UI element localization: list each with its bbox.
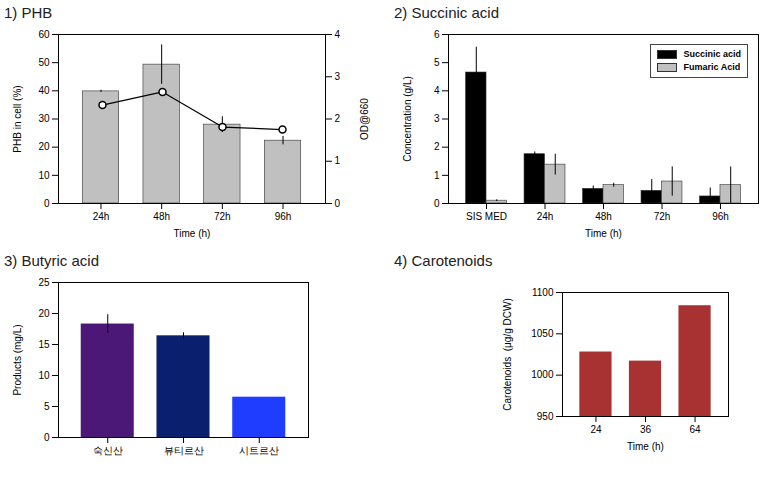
svg-text:SIS MED: SIS MED xyxy=(466,211,507,222)
svg-text:24: 24 xyxy=(590,424,602,435)
svg-text:950: 950 xyxy=(537,411,554,422)
svg-text:60: 60 xyxy=(38,29,50,40)
svg-text:0: 0 xyxy=(44,432,50,443)
svg-text:20: 20 xyxy=(38,141,50,152)
html-text:2) Succinic acid: 2) Succinic acid xyxy=(394,4,499,21)
svg-text:30: 30 xyxy=(38,113,50,124)
svg-text:5: 5 xyxy=(44,401,50,412)
svg-text:96h: 96h xyxy=(712,211,729,222)
svg-text:Time (h): Time (h) xyxy=(174,228,211,239)
html-text:Fumaric Acid: Fumaric Acid xyxy=(683,62,741,72)
svg-text:시트르산: 시트르산 xyxy=(239,445,279,456)
svg-text:1: 1 xyxy=(434,170,440,181)
svg-text:24h: 24h xyxy=(93,211,110,222)
svg-text:36: 36 xyxy=(640,424,652,435)
svg-text:Time (h): Time (h) xyxy=(627,441,664,452)
svg-text:5: 5 xyxy=(434,57,440,68)
svg-text:Time (h): Time (h) xyxy=(585,228,622,239)
svg-text:48h: 48h xyxy=(595,211,612,222)
svg-text:1100: 1100 xyxy=(532,287,554,298)
svg-text:뷰티르산: 뷰티르산 xyxy=(164,445,204,456)
svg-text:64: 64 xyxy=(689,424,701,435)
svg-text:0: 0 xyxy=(44,198,50,209)
svg-text:72h: 72h xyxy=(214,211,231,222)
svg-text:2: 2 xyxy=(434,141,440,152)
svg-text:10: 10 xyxy=(38,370,50,381)
svg-text:OD@660: OD@660 xyxy=(359,98,370,140)
svg-text:48h: 48h xyxy=(153,211,170,222)
svg-text:1: 1 xyxy=(335,155,341,166)
svg-text:PHB in cell (%): PHB in cell (%) xyxy=(12,85,23,152)
svg-text:6: 6 xyxy=(434,29,440,40)
svg-text:15: 15 xyxy=(38,339,50,350)
svg-text:3: 3 xyxy=(434,113,440,124)
svg-text:Carotenoids (μg/g DCW): Carotenoids (μg/g DCW) xyxy=(502,298,513,410)
svg-text:40: 40 xyxy=(38,85,50,96)
svg-text:1000: 1000 xyxy=(531,369,554,380)
svg-text:Products (mg/L): Products (mg/L) xyxy=(12,324,23,395)
svg-text:0: 0 xyxy=(434,198,440,209)
svg-text:72h: 72h xyxy=(654,211,671,222)
html-text:3) Butyric acid: 3) Butyric acid xyxy=(4,252,99,269)
svg-text:Concentration (g/L): Concentration (g/L) xyxy=(402,76,413,162)
svg-text:24h: 24h xyxy=(537,211,554,222)
svg-text:96h: 96h xyxy=(275,211,292,222)
html-text:4) Carotenoids: 4) Carotenoids xyxy=(394,252,493,269)
svg-text:2: 2 xyxy=(335,113,341,124)
svg-text:4: 4 xyxy=(335,29,341,40)
svg-text:4: 4 xyxy=(434,85,440,96)
svg-text:3: 3 xyxy=(335,71,341,82)
svg-text:1050: 1050 xyxy=(531,328,554,339)
svg-text:숙신산: 숙신산 xyxy=(93,445,123,456)
svg-text:50: 50 xyxy=(38,57,50,68)
html-text:Succinic acid: Succinic acid xyxy=(683,49,741,59)
html-text:1) PHB: 1) PHB xyxy=(4,4,53,21)
svg-text:25: 25 xyxy=(38,277,50,288)
svg-text:10: 10 xyxy=(38,170,50,181)
svg-text:20: 20 xyxy=(38,308,50,319)
svg-text:0: 0 xyxy=(335,198,341,209)
